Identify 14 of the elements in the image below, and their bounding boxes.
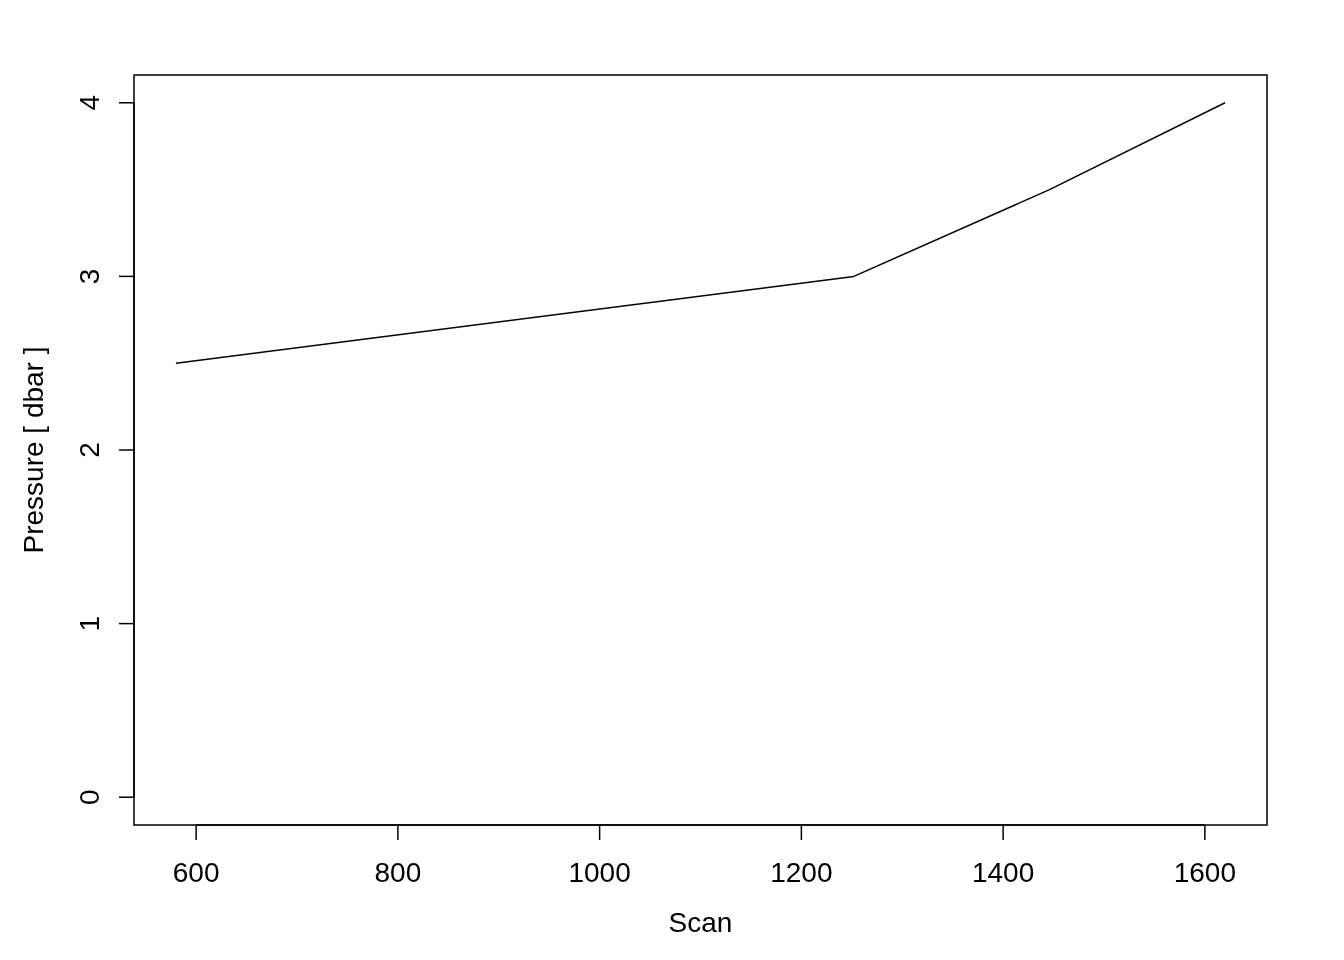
line-series bbox=[175, 102, 1226, 364]
y-tick-label: 2 bbox=[74, 442, 105, 458]
x-tick-label: 1400 bbox=[971, 857, 1035, 888]
x-tick-label: 800 bbox=[374, 857, 422, 888]
x-tick-label: 600 bbox=[172, 857, 220, 888]
x-tick-label: 1200 bbox=[770, 857, 833, 888]
y-tick-label: 3 bbox=[74, 268, 105, 285]
y-tick-label: 4 bbox=[74, 94, 105, 111]
x-tick-label: 1600 bbox=[1173, 857, 1237, 888]
y-tick-label: 0 bbox=[74, 789, 105, 806]
x-tick-label: 1000 bbox=[568, 857, 631, 888]
y-tick-label: 1 bbox=[74, 615, 105, 632]
y-axis-title: Pressure [ dbar ] bbox=[18, 346, 49, 554]
x-axis-title: Scan bbox=[668, 907, 733, 938]
